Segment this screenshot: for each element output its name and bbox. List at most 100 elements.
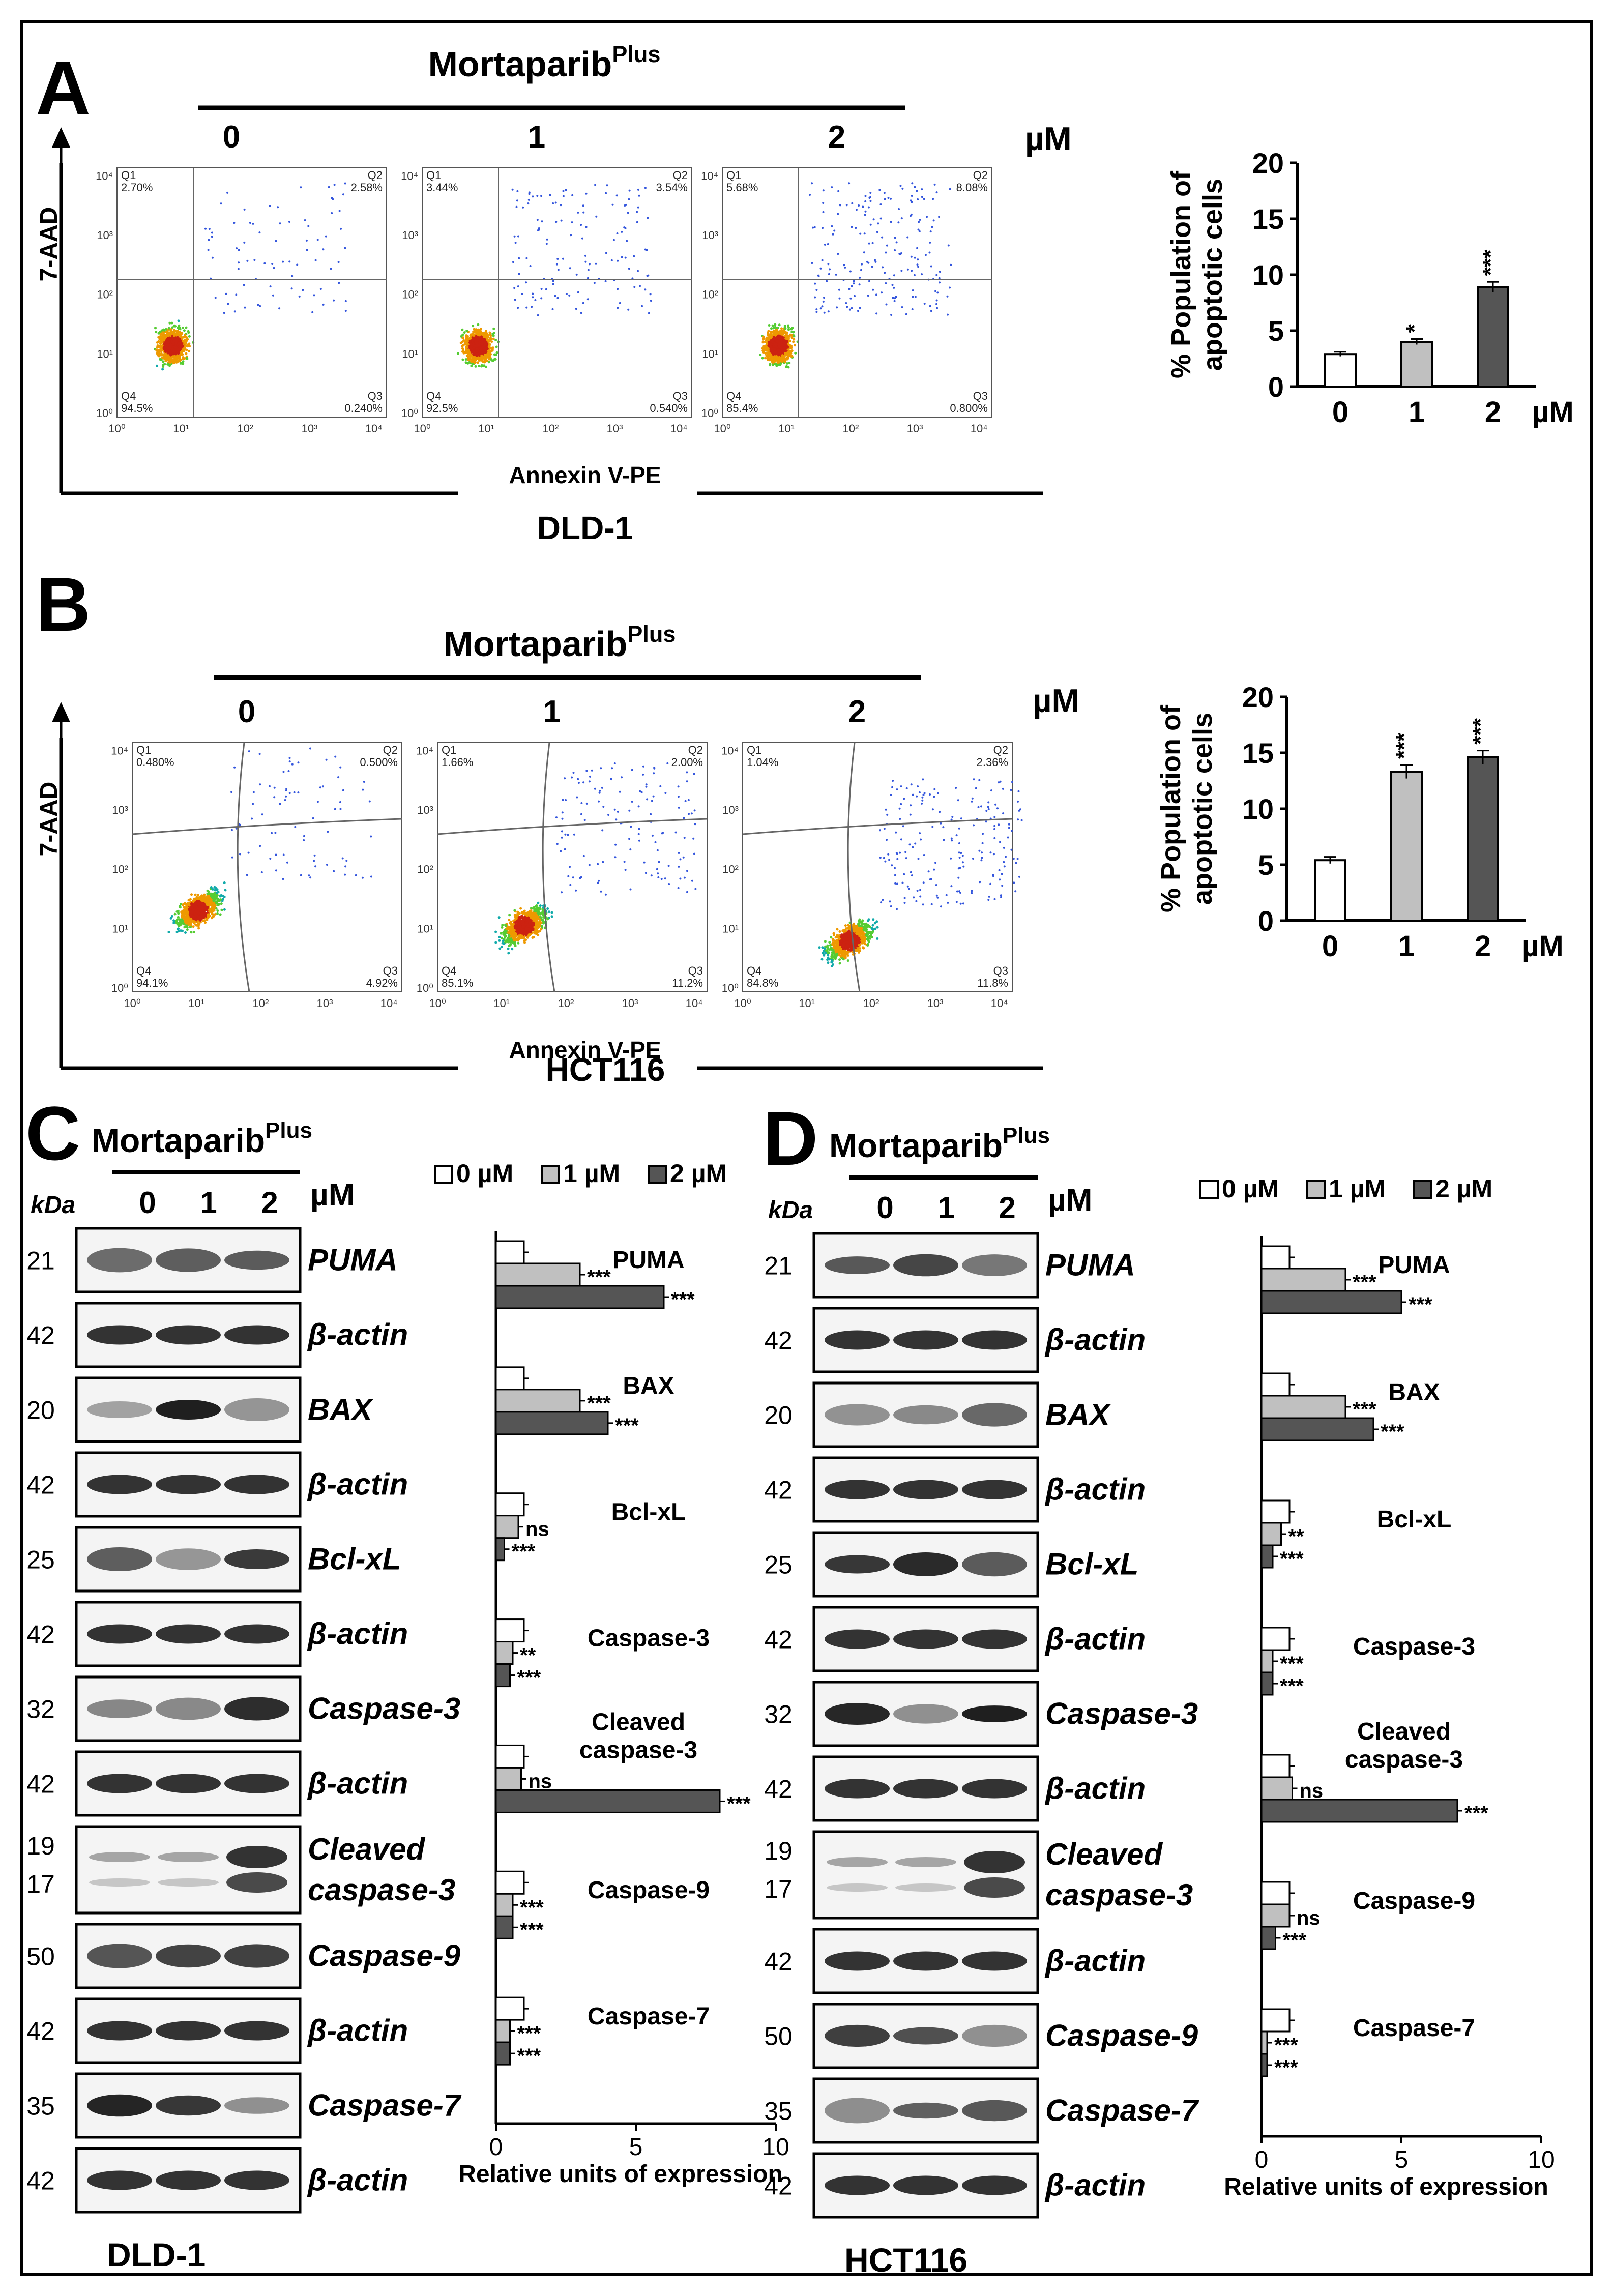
blot-label: β-actin [307,1617,408,1651]
kda-value: 17 [26,1870,55,1898]
kda-value: 19 [764,1837,793,1865]
legend-swatch [541,1165,560,1184]
band [962,2100,1027,2122]
x-tick-label: 10³ [927,997,944,1010]
panel-b-drug-name: MortaparibPlus [444,621,676,664]
group-label: caspase-3 [1345,1746,1463,1773]
band [156,1548,221,1570]
blot-label: Caspase-7 [308,2088,462,2123]
kda-value: 42 [764,1775,793,1804]
hbar-1 [495,1641,514,1665]
quadrant-q4: Q4 [442,964,456,977]
significance-mark: *** [517,2022,541,2045]
band [962,1951,1027,1971]
y-tick-label: 10⁰ [111,982,128,994]
y-tick-label: 10² [722,863,739,876]
bar-chart-B-bar: 0 5 10 15 20 % Population ofapoptotic cells 0 *… [1156,681,1564,963]
legend-swatch [1413,1180,1432,1199]
group-label: Bcl-xL [1377,1506,1452,1533]
x-tick-label: 10⁴ [380,997,398,1010]
legend-label: 0 µM [1222,1174,1279,1203]
hbar-2 [495,1537,505,1562]
blot-row: 20 BAX [764,1381,1112,1448]
kda-value: 25 [26,1546,55,1574]
group-label: BAX [623,1373,674,1400]
kda-value: 50 [26,1942,55,1971]
kda-value: 20 [26,1396,55,1425]
flow-plot-1: 1 10⁰ 10⁰ 10¹ 10¹ 10² 10² 10³ 10³ 10⁴ 10⁴ Q13.44% Q2… [401,120,692,435]
hbar-1 [1260,1522,1282,1546]
cell-line-label: HCT116 [844,2241,967,2279]
x-tick-label: 0 [489,2134,503,2161]
y-tick-label: 10¹ [417,922,433,935]
x-tick-label: 10⁴ [365,422,383,435]
band [962,1629,1027,1649]
bar-1 [1390,771,1423,922]
bar-1 [1400,341,1433,388]
bar-chart-A-bar: 0 5 10 15 20 % Population ofapoptotic cells 0 *… [1166,147,1574,429]
band [825,1330,890,1350]
legend-swatch [1306,1180,1326,1199]
blot-label: β-actin [1044,1622,1146,1656]
quadrant-q3-value: 0.800% [950,402,988,415]
x-tick-label: 1 [1409,396,1425,429]
blot-row: 50 Caspase-9 [764,2003,1198,2069]
gate-line [542,742,555,992]
group-label: Caspase-7 [588,2003,710,2030]
hbar-0 [1260,1372,1291,1397]
blot-row: 42 β-actin [764,1928,1146,1994]
group-label: BAX [1388,1379,1440,1406]
group-label: PUMA [612,1247,684,1274]
blot-frame [812,1830,1039,1920]
quadrant-q4: Q4 [426,390,441,402]
band [156,2095,221,2116]
kda-value: 32 [26,1695,55,1724]
hbar-0 [495,1870,525,1895]
blot-label: PUMA [1045,1248,1135,1282]
band [87,2021,152,2041]
band [158,1878,219,1887]
blot-row: 25 Bcl-xL [26,1526,401,1593]
band [224,1624,289,1644]
significance-mark: ns [525,1518,549,1541]
y-tick-label: 20 [1242,681,1274,713]
quadrant-q2-value: 2.58% [351,181,383,194]
significance-mark: ns [1300,1780,1324,1802]
blot-row: 50 Caspase-9 [26,1923,461,1989]
x-tick-label: 2 [1485,396,1501,429]
blot-frame [75,1825,302,1915]
y-tick-label: 10³ [112,804,128,816]
quadrant-q3: Q3 [973,390,988,402]
band [825,1555,890,1574]
x-axis-label: Annexin V-PE [509,462,661,488]
quadrant-q1-value: 0.480% [136,756,174,769]
kda-value: 42 [764,1476,793,1505]
plot-frame [722,167,992,418]
legend-swatch [648,1165,667,1184]
band [156,1697,221,1720]
kda-value: 42 [764,1626,793,1654]
plot-frame [437,742,708,992]
quadrant-q2-value: 8.08% [956,181,988,194]
y-tick-label: 10¹ [402,347,418,360]
band [827,1857,888,1867]
hbar-1 [495,1515,519,1539]
significance-mark: *** [1468,718,1493,744]
significance-mark: *** [512,1541,536,1563]
band [893,1951,958,1971]
significance-mark: *** [1280,1675,1304,1697]
blot-label: β-actin [1044,2168,1146,2202]
unit-label: µM [1048,1183,1092,1218]
legend-label: 1 µM [563,1159,620,1188]
band [962,1330,1027,1350]
y-tick-label: 10² [402,288,418,301]
hbar-1 [1260,1395,1346,1419]
kda-value: 25 [764,1551,793,1579]
blot-row: 21 PUMA [26,1227,398,1293]
quadrant-q3: Q3 [993,964,1008,977]
gate-line [237,742,250,992]
band [87,1944,152,1968]
